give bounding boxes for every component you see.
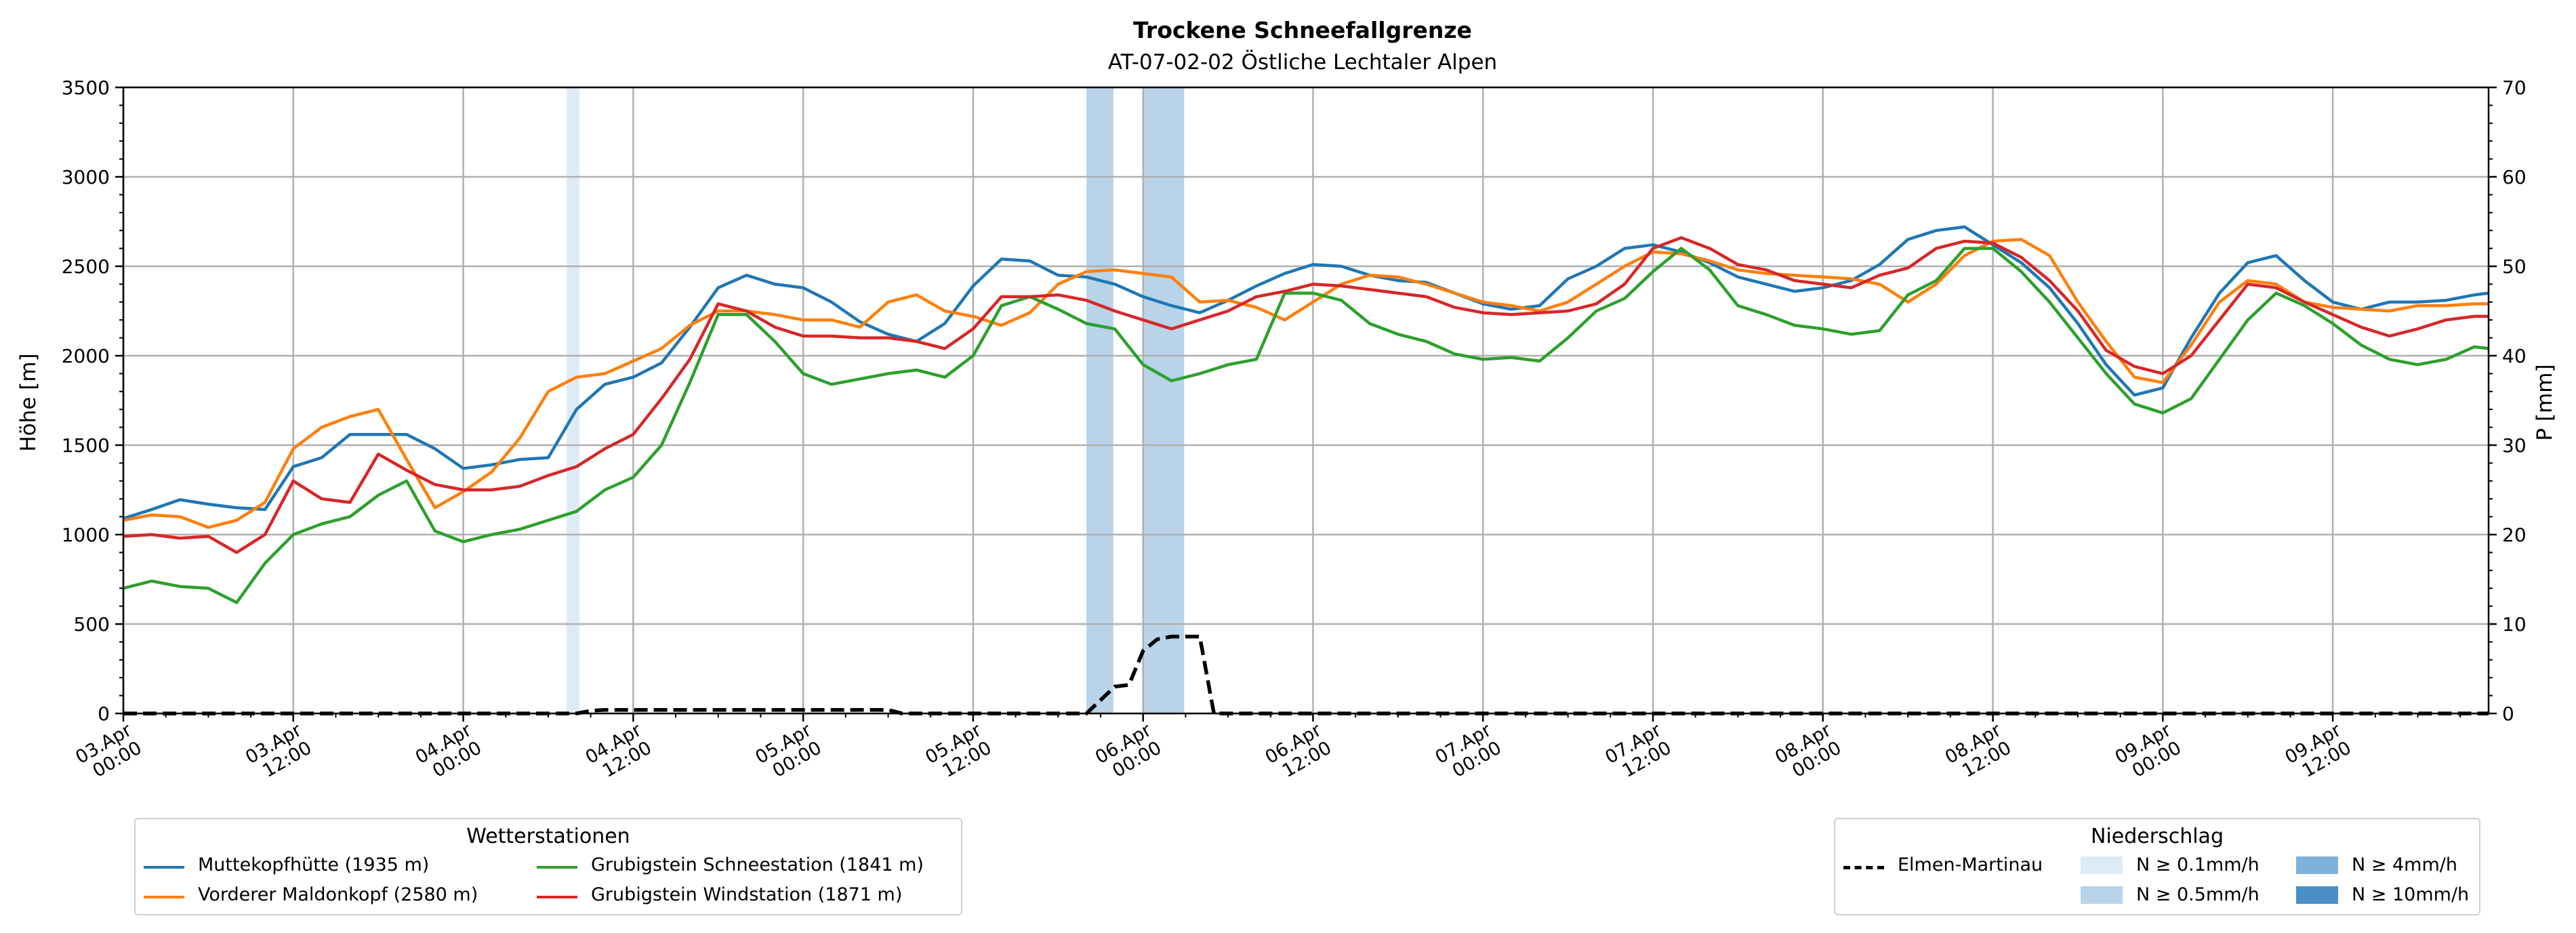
- legend-swatch-muttekopf: [144, 866, 184, 869]
- y2-tick-label-5: 50: [2502, 255, 2527, 278]
- legend-patch-level-10: [2296, 886, 2338, 904]
- axes: 0 500 1000 1500 2000 2500 3000 3500 0 10 20 30 40 50 6…: [62, 77, 2527, 782]
- legend-patch-level-05: [2081, 886, 2123, 904]
- chart-title: Trockene Schneefallgrenze: [1133, 17, 1472, 43]
- precip-band-0: [567, 87, 579, 713]
- y-tick-label-6: 3000: [62, 166, 110, 188]
- precipitation-series: [123, 634, 2489, 716]
- y-tick-label-7: 3500: [62, 77, 110, 99]
- y-axis-label-left: Höhe [m]: [16, 353, 41, 451]
- y2-tick-label-1: 10: [2502, 613, 2527, 636]
- legend-label-elmen-martinau: Elmen-Martinau: [1898, 854, 2043, 875]
- plot-frame: [122, 86, 2490, 715]
- legend-swatch-maldonkopf: [144, 896, 184, 898]
- precip-line-elmen-martinau: [123, 634, 2489, 716]
- legend-label-schneestation: Grubigstein Schneestation (1841 m): [591, 854, 924, 875]
- y-tick-label-4: 2000: [62, 345, 110, 367]
- station-series: [123, 225, 2489, 604]
- y-tick-label-5: 2500: [62, 255, 110, 278]
- chart-subtitle: AT-07-02-02 Östliche Lechtaler Alpen: [1108, 49, 1497, 75]
- legend-label-muttekopf: Muttekopfhütte (1935 m): [198, 854, 430, 875]
- legend-patch-level-01: [2081, 856, 2123, 874]
- legend-stations: Wetterstationen Muttekopfhütte (1935 m) …: [134, 818, 962, 915]
- y-tick-label-0: 0: [98, 703, 110, 725]
- y-tick-label-2: 1000: [62, 524, 110, 546]
- y-tick-label-1: 500: [74, 613, 110, 636]
- y2-tick-label-6: 60: [2502, 166, 2527, 188]
- y-tick-label-3: 1500: [62, 434, 110, 457]
- y2-tick-label-4: 40: [2502, 345, 2527, 367]
- legend-patch-level-4: [2296, 856, 2338, 874]
- series-line-2: [123, 247, 2489, 604]
- series-line-1: [123, 238, 2489, 529]
- legend-label-level-10: N ≥ 10mm/h: [2352, 884, 2470, 905]
- legend-precipitation-title: Niederschlag: [2091, 825, 2224, 848]
- y-axis-label-right: P [mm]: [2533, 364, 2557, 440]
- legend-label-windstation: Grubigstein Windstation (1871 m): [591, 884, 903, 905]
- y2-tick-label-7: 70: [2502, 77, 2527, 99]
- series-line-0: [123, 225, 2489, 520]
- legend-stations-title: Wetterstationen: [466, 825, 630, 848]
- y2-tick-label-0: 0: [2502, 703, 2514, 725]
- legend-label-level-4: N ≥ 4mm/h: [2352, 854, 2457, 875]
- legend-label-level-01: N ≥ 0.1mm/h: [2136, 854, 2260, 875]
- precipitation-bands: [567, 87, 1185, 713]
- series-line-3: [123, 236, 2489, 554]
- legend-label-maldonkopf: Vorderer Maldonkopf (2580 m): [198, 884, 478, 905]
- legend-swatch-schneestation: [537, 866, 577, 869]
- legend-precipitation: Niederschlag Elmen-Martinau N ≥ 0.1mm/h …: [1834, 818, 2480, 915]
- legend-swatch-windstation: [537, 896, 577, 898]
- precip-band-1: [1086, 87, 1113, 713]
- legend-label-level-05: N ≥ 0.5mm/h: [2136, 884, 2260, 905]
- y2-tick-label-2: 20: [2502, 524, 2527, 546]
- y2-tick-label-3: 30: [2502, 434, 2527, 457]
- grid-lines: [122, 86, 2489, 715]
- legend-swatch-elmen-martinau: [1843, 866, 1884, 869]
- precip-band-2: [1143, 87, 1185, 713]
